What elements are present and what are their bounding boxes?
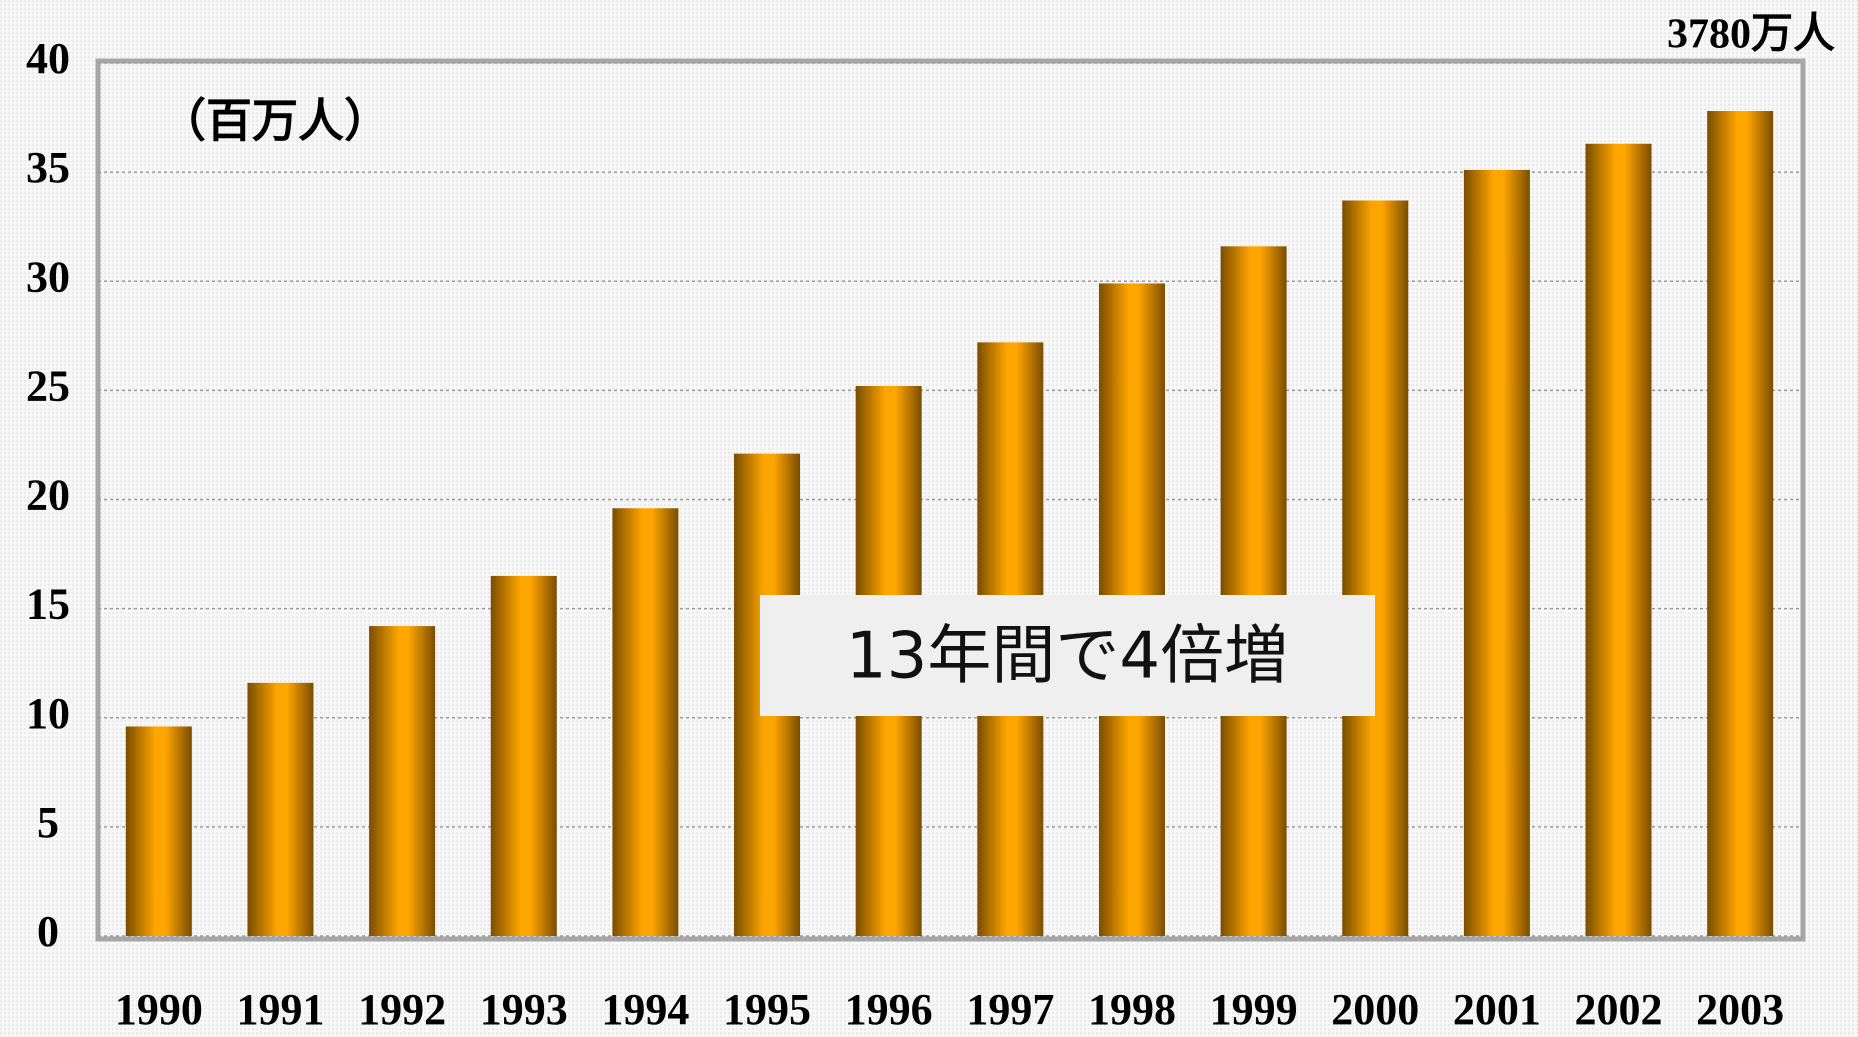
x-tick-label: 1994 (601, 985, 689, 1034)
annotation: 13年間で4倍増 (846, 620, 1288, 694)
x-tick-label: 1997 (966, 985, 1054, 1034)
y-tick-label: 0 (37, 907, 59, 956)
bar (247, 682, 314, 936)
x-tick-label: 1998 (1088, 985, 1176, 1034)
x-tick-label: 1991 (236, 985, 324, 1034)
bar (1342, 200, 1409, 936)
bar (1463, 169, 1530, 936)
bar (125, 726, 192, 936)
y-tick-label: 15 (26, 580, 70, 629)
x-tick-label: 1995 (723, 985, 811, 1034)
y-tick-label: 10 (26, 689, 70, 738)
y-tick-label: 35 (26, 143, 70, 192)
y-tick-label: 25 (26, 361, 70, 410)
y-tick-label: 20 (26, 471, 70, 520)
x-tick-label: 2003 (1696, 985, 1784, 1034)
top-label: 3780万人 (1667, 12, 1835, 58)
y-tick-label: 40 (26, 34, 70, 83)
bar (1220, 246, 1287, 936)
bar (1707, 111, 1774, 936)
x-tick-label: 1996 (845, 985, 933, 1034)
x-tick-label: 1999 (1210, 985, 1298, 1034)
x-tick-label: 1993 (480, 985, 568, 1034)
y-tick-label: 5 (37, 798, 59, 847)
x-tick-label: 2002 (1575, 985, 1663, 1034)
x-tick-label: 1990 (115, 985, 203, 1034)
bar (490, 575, 557, 936)
unit-label: （百万人） (160, 94, 390, 148)
y-tick-label: 30 (26, 252, 70, 301)
x-tick-label: 1992 (358, 985, 446, 1034)
bar (612, 508, 679, 936)
x-tick-label: 2000 (1331, 985, 1419, 1034)
bars (125, 111, 1774, 936)
x-tick-label: 2001 (1453, 985, 1541, 1034)
bar (369, 626, 436, 936)
bar (1585, 143, 1652, 936)
annotation-box (760, 595, 1375, 716)
